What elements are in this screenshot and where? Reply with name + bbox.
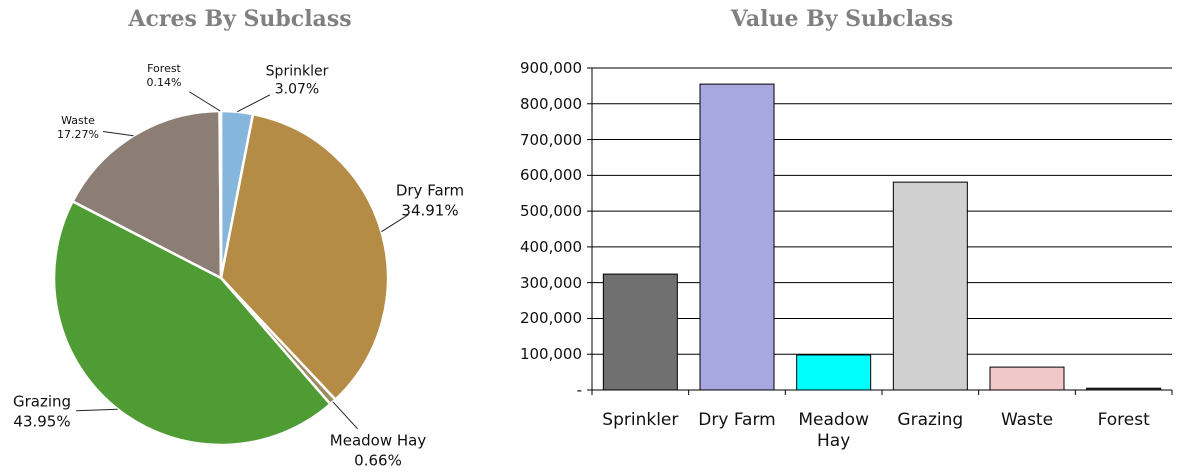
- pie-slice: [52, 199, 333, 447]
- pie-label: Forest: [147, 61, 181, 75]
- leader-line: [332, 401, 359, 430]
- leader-line: [76, 408, 118, 412]
- bar: [892, 181, 968, 391]
- bar: [989, 366, 1065, 391]
- y-tick-label: 300,000: [519, 273, 582, 292]
- chart-title: Acres By Subclass: [128, 6, 352, 32]
- pie-value-label: 0.14%: [146, 76, 182, 90]
- pie-slice: [70, 109, 223, 281]
- pie-label: Dry Farm: [395, 181, 465, 200]
- pie-value-label: 3.07%: [274, 81, 320, 98]
- x-tick-label: Forest: [1097, 410, 1150, 430]
- x-tick-label: Waste: [1000, 410, 1054, 430]
- pie-label: Meadow Hay: [329, 431, 427, 450]
- x-tick-label: Meadow Hay: [798, 410, 869, 452]
- y-tick-label: 900,000: [519, 59, 582, 77]
- pie-label: Sprinkler: [265, 63, 329, 80]
- pie-value-label: 0.66%: [354, 451, 402, 470]
- pie-slice: [218, 109, 223, 279]
- x-tick-label: Dry Farm: [698, 410, 776, 430]
- pie-label: Grazing: [12, 392, 72, 411]
- y-tick-label: 500,000: [519, 202, 582, 221]
- pie-value-label: 43.95%: [13, 412, 71, 431]
- leader-line: [102, 130, 134, 137]
- pie-slice: [219, 112, 390, 402]
- y-tick-label: 200,000: [519, 309, 582, 328]
- y-tick-label: 400,000: [519, 237, 582, 256]
- chart-title: Value By Subclass: [730, 6, 954, 32]
- y-tick-label: 100,000: [519, 345, 582, 364]
- bar: [1086, 387, 1162, 391]
- y-tick-label: 700,000: [519, 130, 582, 149]
- x-tick-label: Sprinkler: [602, 410, 679, 430]
- leader-line: [236, 94, 271, 113]
- y-tick-label: -: [576, 381, 582, 399]
- y-tick-label: 600,000: [519, 166, 582, 185]
- leader-line: [381, 214, 409, 233]
- x-tick-label: Grazing: [897, 410, 964, 430]
- bar: [796, 354, 872, 391]
- leader-line: [189, 91, 221, 112]
- pie-value-label: 17.27%: [57, 128, 99, 142]
- pie-label: Waste: [61, 113, 95, 127]
- pie-value-label: 34.91%: [401, 201, 459, 220]
- bar: [602, 273, 678, 391]
- y-tick-label: 800,000: [519, 94, 582, 113]
- bar: [699, 83, 775, 391]
